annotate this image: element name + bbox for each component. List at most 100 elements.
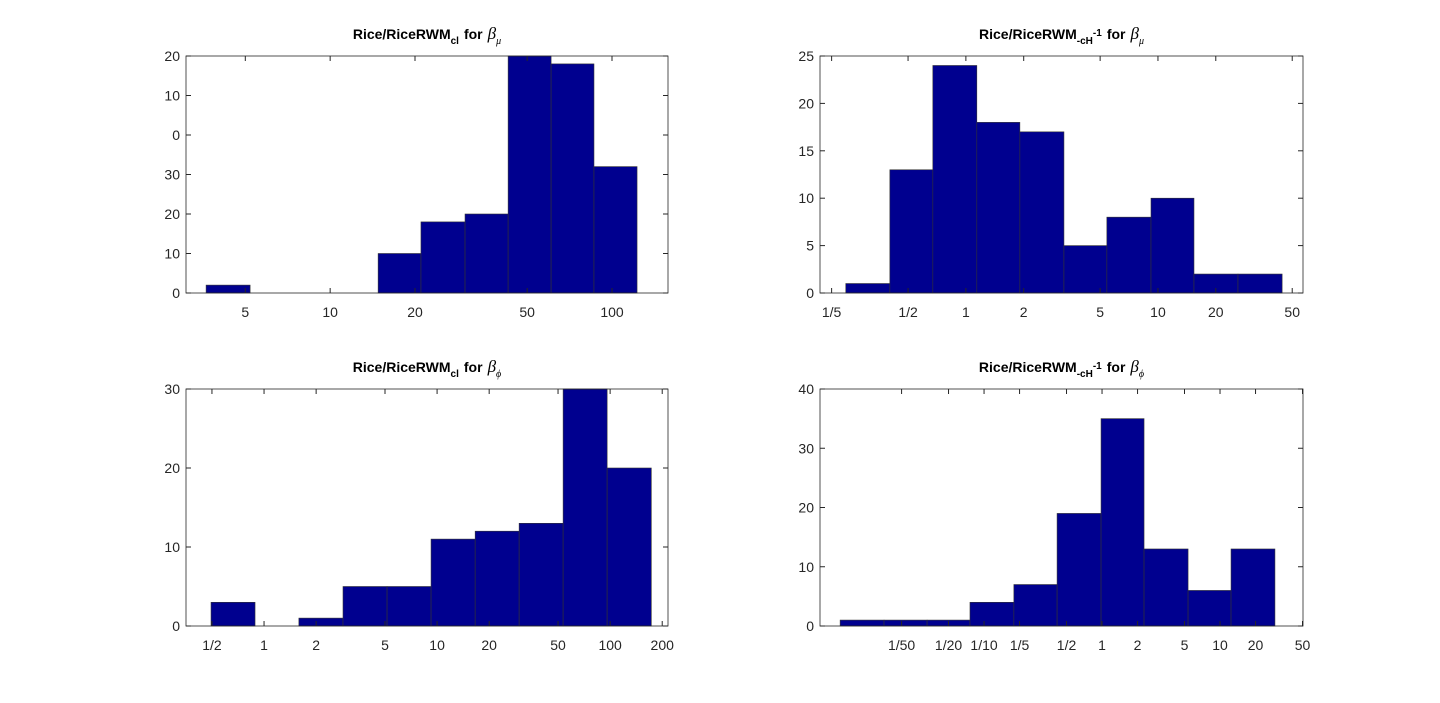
x-tick-label: 10 (1212, 637, 1228, 653)
axes-box (819, 55, 1304, 294)
bar (386, 586, 432, 627)
x-tick-label: 10 (1150, 304, 1166, 320)
bar (298, 617, 344, 627)
y-tick-label: 40 (798, 381, 814, 397)
x-tick-label: 2 (312, 637, 320, 653)
x-tick-label: 1/5 (1010, 637, 1030, 653)
y-tick-label: 0 (172, 285, 180, 301)
x-tick-label: 1/2 (898, 304, 918, 320)
x-tick-label: 1/50 (888, 637, 915, 653)
x-tick-label: 100 (598, 637, 622, 653)
title-part: for (1107, 26, 1126, 42)
bar (377, 253, 422, 294)
title-part: β (1129, 357, 1139, 376)
x-tick-label: 1 (962, 304, 970, 320)
subplot: 0 10 20 30 0 10 20 5 10 20 50 100 Rice/RiceRWMcl for β… (164, 24, 669, 320)
x-tick-label: 20 (1208, 304, 1224, 320)
x-tick-label: 1/20 (935, 637, 962, 653)
axes-box (185, 388, 669, 627)
bar (464, 213, 509, 294)
y-tick-label: 30 (164, 167, 180, 183)
y-tick-label: 5 (806, 238, 814, 254)
bar (1237, 273, 1283, 294)
bar (342, 586, 388, 627)
subplot-title: Rice/RiceRWMcl for βϕ (353, 357, 501, 380)
y-tick-label: 15 (798, 143, 814, 159)
y-tick-label: 10 (798, 190, 814, 206)
y-tick-label: 0 (806, 618, 814, 634)
title-part: β (1129, 24, 1139, 43)
title-part: μ (1138, 36, 1144, 47)
subplot: 0 10 20 30 1/2 1 2 5 10 20 50 100 200 Rice/RiceRWMcl f… (164, 357, 674, 653)
x-tick-label: 10 (322, 304, 338, 320)
y-tick-label: 0 (172, 127, 180, 143)
bar (976, 122, 1021, 294)
bar (420, 221, 466, 294)
title-part: for (464, 359, 483, 375)
x-tick-label: 2 (1134, 637, 1142, 653)
title-part: μ (495, 36, 501, 47)
bar (889, 169, 934, 294)
title-part: -1 (1093, 28, 1102, 39)
subplot-title: Rice/RiceRWMcl for βμ (353, 24, 501, 47)
title-part: -1 (1093, 361, 1102, 372)
x-tick-label: 5 (1096, 304, 1104, 320)
bar (1063, 245, 1108, 294)
y-tick-label: 0 (172, 618, 180, 634)
y-tick-label: 10 (164, 539, 180, 555)
bar (205, 284, 251, 294)
bar (210, 601, 256, 627)
bar (430, 538, 476, 627)
x-tick-label: 100 (600, 304, 624, 320)
x-tick-label: 2 (1020, 304, 1028, 320)
title-part: Rice/RiceRWM (353, 26, 451, 42)
bar (1100, 418, 1145, 627)
title-part: -cH (1077, 369, 1093, 380)
x-tick-label: 20 (407, 304, 423, 320)
bar (518, 522, 564, 627)
title-part: for (464, 26, 483, 42)
x-tick-label: 20 (1248, 637, 1264, 653)
x-tick-label: 1/2 (202, 637, 222, 653)
x-tick-label: 200 (651, 637, 675, 653)
y-tick-label: 30 (798, 440, 814, 456)
y-tick-label: 20 (164, 460, 180, 476)
x-tick-label: 50 (519, 304, 535, 320)
x-tick-label: 50 (1295, 637, 1311, 653)
bar (1013, 584, 1058, 627)
bar (550, 63, 595, 294)
bar (1230, 548, 1276, 627)
title-part: cl (451, 369, 460, 380)
subplot: 0 10 20 30 40 1/50 1/20 1/10 1/5 1/2 1 2 5 10 20 50 Rice… (798, 357, 1310, 653)
y-tick-label: 20 (798, 95, 814, 111)
bar (969, 601, 1015, 627)
y-tick-label: 20 (164, 206, 180, 222)
y-tick-label: 10 (164, 88, 180, 104)
x-tick-label: 5 (241, 304, 249, 320)
bar (1019, 131, 1065, 294)
x-tick-label: 1/2 (1057, 637, 1077, 653)
bar (562, 388, 608, 627)
x-tick-label: 5 (381, 637, 389, 653)
bar (474, 530, 520, 627)
bar (1056, 513, 1102, 627)
bar (845, 283, 891, 294)
bar (1106, 216, 1152, 294)
bar (507, 55, 552, 294)
bar (606, 467, 652, 627)
subplot-title: Rice/RiceRWM-cH-1 for βμ (979, 24, 1144, 47)
x-tick-label: 1/10 (970, 637, 997, 653)
bar (1187, 590, 1232, 627)
title-part: β (487, 24, 497, 43)
x-tick-label: 1/5 (822, 304, 842, 320)
bar (839, 619, 885, 627)
y-tick-label: 20 (798, 500, 814, 516)
x-tick-label: 1 (260, 637, 268, 653)
bar (593, 166, 638, 294)
title-part: cl (451, 36, 460, 47)
title-part: Rice/RiceRWM (979, 359, 1077, 375)
title-part: for (1107, 359, 1126, 375)
x-tick-label: 20 (481, 637, 497, 653)
